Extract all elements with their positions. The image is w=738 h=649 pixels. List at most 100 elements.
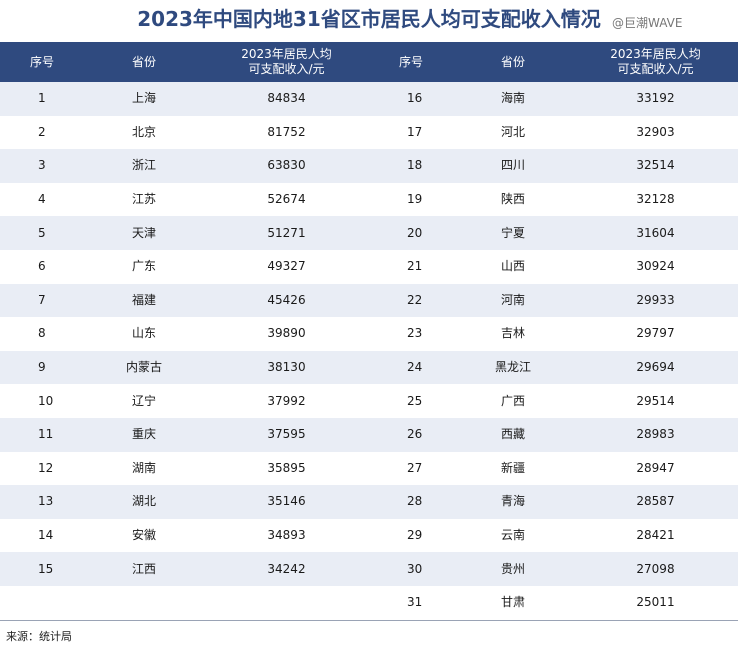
- header-income-line2-right: 可支配收入/元: [617, 62, 694, 76]
- header-income-line1: 2023年居民人均: [241, 47, 332, 61]
- table-row: 31 甘肃 25011: [0, 585, 738, 621]
- province-cell: 福建: [84, 283, 204, 318]
- province-cell: 陕西: [453, 182, 573, 217]
- income-cell: 63830: [204, 149, 369, 183]
- table-row: 10 辽宁 37992 25 广西 29514: [0, 384, 738, 418]
- rank-cell: 5: [0, 216, 84, 250]
- province-cell: 宁夏: [453, 216, 573, 250]
- province-cell: 西藏: [453, 417, 573, 452]
- rank-cell: 13: [0, 485, 84, 519]
- table-row: 15 江西 34242 30 贵州 27098: [0, 552, 738, 586]
- province-cell: 江西: [84, 552, 204, 586]
- rank-cell: 22: [369, 283, 453, 318]
- income-cell: 31604: [573, 216, 738, 250]
- rank-cell: 28: [369, 485, 453, 519]
- rank-cell: 23: [369, 317, 453, 351]
- province-cell: 上海: [84, 82, 204, 116]
- income-cell: 49327: [204, 249, 369, 284]
- rank-cell: 17: [369, 115, 453, 150]
- province-cell: 贵州: [453, 552, 573, 586]
- province-cell: 海南: [453, 82, 573, 116]
- province-cell: 山东: [84, 317, 204, 351]
- income-cell: [204, 585, 369, 621]
- rank-cell: 25: [369, 384, 453, 418]
- page-title: 2023年中国内地31省区市居民人均可支配收入情况: [137, 7, 601, 31]
- rank-cell: 20: [369, 216, 453, 250]
- table-row: 9 内蒙古 38130 24 黑龙江 29694: [0, 350, 738, 385]
- table-row: 3 浙江 63830 18 四川 32514: [0, 149, 738, 183]
- rank-cell: 9: [0, 350, 84, 385]
- table-row: 13 湖北 35146 28 青海 28587: [0, 485, 738, 519]
- province-cell: 辽宁: [84, 384, 204, 418]
- rank-cell: 12: [0, 451, 84, 486]
- header-income-right: 2023年居民人均 可支配收入/元: [573, 42, 738, 82]
- income-cell: 35146: [204, 485, 369, 519]
- rank-cell: 11: [0, 417, 84, 452]
- province-cell: 河北: [453, 115, 573, 150]
- income-cell: 32903: [573, 115, 738, 150]
- rank-cell: 21: [369, 249, 453, 284]
- province-cell: 四川: [453, 149, 573, 183]
- income-cell: 29694: [573, 350, 738, 385]
- table-row: 12 湖南 35895 27 新疆 28947: [0, 451, 738, 486]
- income-cell: 39890: [204, 317, 369, 351]
- province-cell: 北京: [84, 115, 204, 150]
- header-income-line2: 可支配收入/元: [248, 62, 325, 76]
- income-cell: 28947: [573, 451, 738, 486]
- income-cell: 30924: [573, 249, 738, 284]
- rank-cell: 14: [0, 518, 84, 553]
- income-cell: 38130: [204, 350, 369, 385]
- rank-cell: 16: [369, 82, 453, 116]
- rank-cell: 31: [369, 585, 453, 621]
- table-row: 5 天津 51271 20 宁夏 31604: [0, 216, 738, 250]
- watermark: @巨潮WAVE: [612, 16, 683, 30]
- income-cell: 27098: [573, 552, 738, 586]
- header-province: 省份: [84, 42, 204, 82]
- province-cell: 黑龙江: [453, 350, 573, 385]
- province-cell: 广西: [453, 384, 573, 418]
- table-row: 7 福建 45426 22 河南 29933: [0, 283, 738, 318]
- province-cell: [84, 585, 204, 621]
- income-cell: 29933: [573, 283, 738, 318]
- rank-cell: 29: [369, 518, 453, 553]
- rank-cell: 15: [0, 552, 84, 586]
- province-cell: 天津: [84, 216, 204, 250]
- source-note: 来源：统计局: [6, 630, 72, 643]
- rank-cell: 7: [0, 283, 84, 318]
- income-cell: 28983: [573, 417, 738, 452]
- income-cell: 45426: [204, 283, 369, 318]
- rank-cell: 30: [369, 552, 453, 586]
- table-body: 1 上海 84834 16 海南 33192 2 北京 8 17 5 2 1 7 河北 32903 3 浙江 638…: [0, 82, 738, 621]
- rank-cell: 1: [0, 82, 84, 116]
- income-cell: 29797: [573, 317, 738, 351]
- rank-cell: [0, 585, 84, 621]
- income-table: 序号 省份 2023年居民人均 可支配收入/元 序号 省份 2023年居民人均 …: [0, 42, 738, 621]
- rank-cell: 18: [369, 149, 453, 183]
- table-header-row: 序号 省份 2023年居民人均 可支配收入/元 序号 省份 2023年居民人均 …: [0, 42, 738, 82]
- income-cell: 29514: [573, 384, 738, 418]
- rank-cell: 8: [0, 317, 84, 351]
- province-cell: 江苏: [84, 182, 204, 217]
- province-cell: 湖北: [84, 485, 204, 519]
- province-cell: 山西: [453, 249, 573, 284]
- rank-cell: 24: [369, 350, 453, 385]
- income-cell: 32514: [573, 149, 738, 183]
- header-province-right: 省份: [453, 42, 573, 82]
- income-cell: 25011: [573, 585, 738, 621]
- rank-cell: 2: [0, 115, 84, 150]
- income-cell: 34893: [204, 518, 369, 553]
- province-cell: 新疆: [453, 451, 573, 486]
- income-cell: 28587: [573, 485, 738, 519]
- province-cell: 甘肃: [453, 585, 573, 621]
- table-row: 2 北京 81752 17 河北 32903: [0, 115, 738, 150]
- header-income-line1-right: 2023年居民人均: [610, 47, 701, 61]
- province-cell: 广东: [84, 249, 204, 284]
- province-cell: 云南: [453, 518, 573, 553]
- rank-cell: 19: [369, 182, 453, 217]
- province-cell: 内蒙古: [84, 350, 204, 385]
- province-cell: 湖南: [84, 451, 204, 486]
- income-cell: 35895: [204, 451, 369, 486]
- income-cell: 52674: [204, 182, 369, 217]
- table-row: 1 上海 84834 16 海南 33192: [0, 82, 738, 116]
- header-no-right: 序号: [369, 42, 453, 82]
